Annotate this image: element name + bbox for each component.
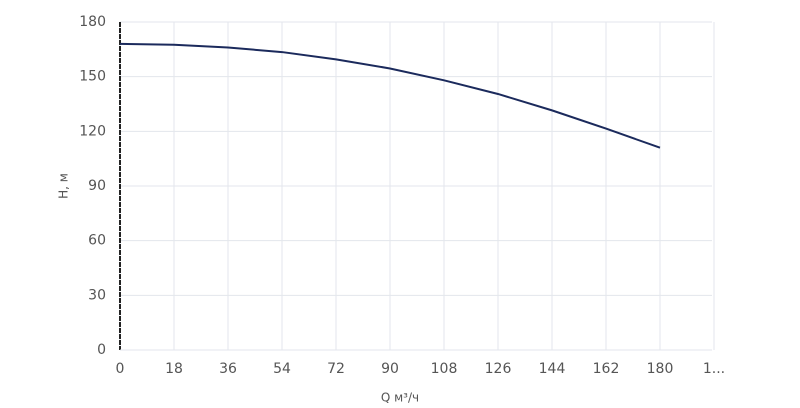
y-axis-label: H, м bbox=[57, 173, 71, 199]
y-tick-label: 120 bbox=[79, 123, 106, 139]
x-tick-label: 126 bbox=[485, 361, 512, 377]
y-tick-label: 30 bbox=[88, 287, 106, 303]
x-tick-label: 90 bbox=[381, 361, 399, 377]
x-tick-label: 36 bbox=[219, 361, 237, 377]
y-tick-label: 0 bbox=[97, 342, 106, 358]
data-line bbox=[119, 42, 661, 149]
y-tick-label: 180 bbox=[79, 14, 106, 30]
x-tick-label: 144 bbox=[539, 361, 566, 377]
x-tick-label: 18 bbox=[165, 361, 183, 377]
y-tick-label: 150 bbox=[79, 69, 106, 85]
x-tick-label: 54 bbox=[273, 361, 291, 377]
x-tick-label: 72 bbox=[327, 361, 345, 377]
y-tick-label: 60 bbox=[88, 233, 106, 249]
x-tick-label: 1... bbox=[703, 361, 725, 377]
x-axis-label: Q м³/ч bbox=[381, 391, 419, 405]
x-tick-label: 0 bbox=[116, 361, 125, 377]
x-tick-label: 108 bbox=[431, 361, 458, 377]
x-tick-label: 162 bbox=[593, 361, 620, 377]
x-tick-label: 180 bbox=[647, 361, 674, 377]
y-tick-label: 90 bbox=[88, 178, 106, 194]
